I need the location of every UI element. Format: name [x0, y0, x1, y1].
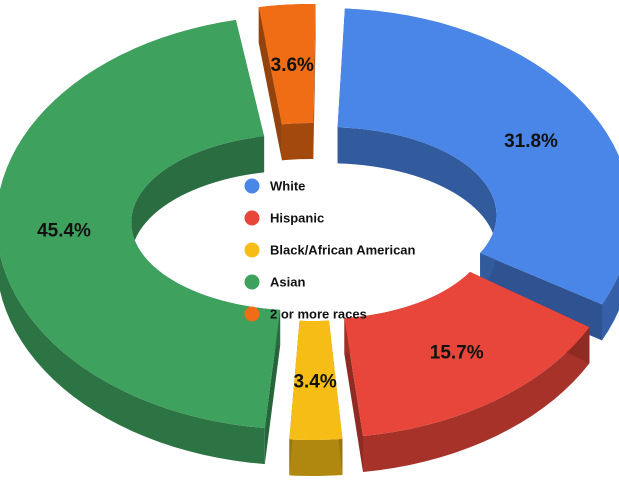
legend-marker-2-or-more-races [244, 306, 260, 322]
legend-label-hispanic: Hispanic [270, 211, 324, 226]
slice-end-wall-hispanic-1 [344, 318, 363, 473]
data-labels-layer: 31.8% 15.7% 3.4% 45.4% 3.6% [37, 55, 558, 393]
legend-label-asian: Asian [270, 275, 305, 290]
legend: White Hispanic Black/African American Asian… [244, 178, 416, 322]
slice-end-wall-white-1 [480, 253, 602, 341]
slice-end-wall-2-or-more-races-1 [313, 4, 316, 160]
legend-label-2-or-more-races: 2 or more races [270, 307, 367, 322]
legend-marker-white [244, 178, 260, 194]
slice-tops-layer [0, 4, 619, 440]
slice-end-wall-2-or-more-races-0 [258, 7, 282, 161]
slice-inner-wall-2-or-more-races [281, 123, 314, 161]
slice-end-wall-asian-0 [264, 309, 281, 465]
data-label-hispanic: 15.7% [430, 343, 484, 364]
slice-asian [0, 20, 281, 429]
data-label-2-or-more-races: 3.6% [271, 55, 314, 76]
slice-black-african-american [289, 320, 343, 440]
slice-white [337, 8, 619, 305]
data-label-white: 31.8% [504, 131, 558, 152]
legend-marker-asian [244, 274, 260, 290]
legend-label-black-african-american: Black/African American [270, 243, 416, 258]
slice-hispanic [344, 271, 590, 437]
slice-inner-wall-white [337, 127, 497, 290]
slice-2-or-more-races [258, 4, 316, 125]
data-label-black-african-american: 3.4% [293, 372, 336, 393]
slice-side-black-african-american [289, 438, 343, 476]
legend-marker-black-african-american [244, 242, 260, 258]
legend-label-white: White [270, 179, 305, 194]
slice-side-hispanic [363, 327, 590, 473]
legend-marker-hispanic [244, 210, 260, 226]
data-label-asian: 45.4% [37, 221, 91, 242]
